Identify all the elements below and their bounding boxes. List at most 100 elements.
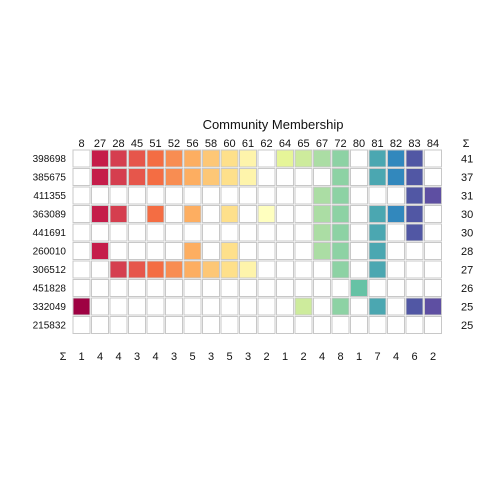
member-cell [331,205,350,223]
column-sum: 4 [152,351,158,363]
empty-cell [257,168,276,186]
empty-cell [165,297,183,316]
empty-cell [257,186,276,205]
empty-cell [424,260,442,279]
column-sum-header: Σ [60,351,67,363]
member-cell [331,186,350,205]
member-cell [405,186,424,205]
empty-cell [368,316,387,334]
column-sum: 2 [263,351,269,363]
empty-cell [313,260,331,279]
empty-cell [72,279,91,297]
empty-cell [239,205,257,223]
member-cell [109,168,128,186]
empty-cell [405,316,424,334]
empty-cell [387,242,405,260]
member-cell [183,149,202,168]
column-label: 64 [279,138,291,150]
empty-cell [257,242,276,260]
member-cell [368,205,387,223]
member-cell [368,168,387,186]
empty-cell [165,186,183,205]
column-sum: 5 [189,351,195,363]
empty-cell [294,242,313,260]
row-sum-header: Σ [463,138,470,150]
column-sum: 5 [226,351,232,363]
empty-cell [350,297,368,316]
column-sum: 6 [411,351,417,363]
empty-cell [350,242,368,260]
column-label: 58 [205,138,217,150]
empty-cell [128,297,146,316]
empty-cell [165,316,183,334]
member-cell [424,297,442,316]
empty-cell [91,223,109,242]
empty-cell [109,297,128,316]
empty-cell [424,168,442,186]
empty-cell [294,260,313,279]
member-cell [202,168,220,186]
empty-cell [313,279,331,297]
column-label: 82 [390,138,402,150]
empty-cell [220,316,239,334]
empty-cell [128,223,146,242]
empty-cell [405,260,424,279]
empty-cell [239,279,257,297]
member-cell [220,260,239,279]
row-sum: 26 [461,283,473,295]
member-cell [91,168,109,186]
empty-cell [294,186,313,205]
member-cell [128,260,146,279]
member-cell [220,205,239,223]
empty-cell [239,223,257,242]
row-label: 411355 [33,191,66,202]
empty-cell [72,186,91,205]
row-label: 306512 [33,265,67,276]
member-cell [202,260,220,279]
member-cell [313,242,331,260]
member-cell [368,297,387,316]
empty-cell [350,223,368,242]
member-cell [331,168,350,186]
column-sum: 3 [134,351,140,363]
member-cell [128,168,146,186]
empty-cell [276,279,294,297]
member-cell [220,149,239,168]
empty-cell [276,205,294,223]
member-cell [146,205,165,223]
member-cell [72,297,91,316]
empty-cell [387,223,405,242]
member-cell [331,242,350,260]
member-cell [405,168,424,186]
row-label: 332049 [33,302,67,313]
empty-cell [91,279,109,297]
member-cell [146,260,165,279]
empty-cell [387,316,405,334]
empty-cell [128,205,146,223]
empty-cell [313,168,331,186]
empty-cell [331,279,350,297]
member-cell [183,168,202,186]
empty-cell [276,242,294,260]
member-cell [368,149,387,168]
empty-cell [109,316,128,334]
column-label: 62 [260,138,272,150]
member-cell [387,205,405,223]
column-label: 80 [353,138,365,150]
empty-cell [72,205,91,223]
member-cell [239,168,257,186]
empty-cell [146,279,165,297]
row-label: 385675 [33,173,67,184]
column-label: 52 [168,138,180,150]
member-cell [91,205,109,223]
empty-cell [91,186,109,205]
empty-cell [257,260,276,279]
member-cell [109,260,128,279]
member-cell [313,186,331,205]
member-cell [331,223,350,242]
column-sum: 8 [337,351,343,363]
empty-cell [239,186,257,205]
empty-cell [257,279,276,297]
column-label: 8 [78,138,84,150]
